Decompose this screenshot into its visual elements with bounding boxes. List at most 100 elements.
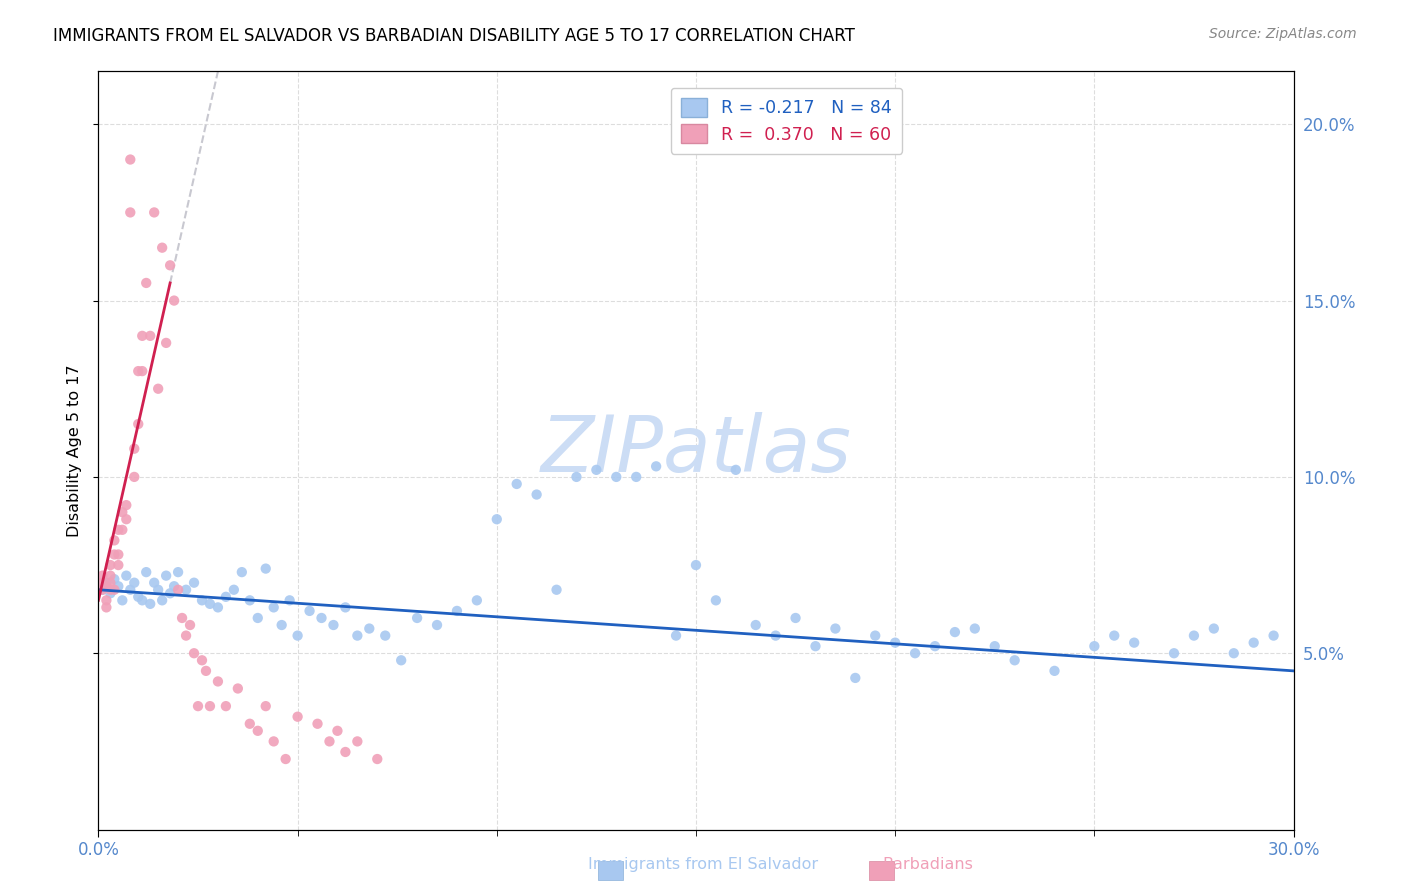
- Point: [120, 205, 142, 219]
- Point: [159, 586, 181, 600]
- Point: [98, 558, 122, 572]
- Point: [174, 629, 197, 643]
- Point: [191, 653, 214, 667]
- Point: [278, 593, 301, 607]
- Point: [884, 635, 907, 649]
- Point: [111, 593, 134, 607]
- Point: [346, 734, 368, 748]
- Point: [127, 590, 149, 604]
- Point: [389, 653, 412, 667]
- Point: [174, 582, 197, 597]
- Point: [485, 512, 508, 526]
- Point: [96, 575, 118, 590]
- Text: ZIPatlas: ZIPatlas: [540, 412, 852, 489]
- Point: [167, 565, 190, 579]
- Point: [163, 293, 186, 308]
- Point: [804, 639, 827, 653]
- Point: [207, 674, 229, 689]
- Point: [1223, 646, 1246, 660]
- Point: [565, 470, 588, 484]
- Point: [198, 699, 221, 714]
- Point: [131, 364, 153, 378]
- Point: [96, 600, 118, 615]
- Point: [107, 558, 129, 572]
- Point: [195, 664, 218, 678]
- Point: [346, 629, 368, 643]
- Point: [96, 579, 118, 593]
- Point: [287, 709, 309, 723]
- Point: [91, 582, 114, 597]
- Point: [107, 548, 129, 562]
- Point: [745, 618, 768, 632]
- Point: [98, 575, 122, 590]
- Point: [865, 629, 887, 643]
- Point: [924, 639, 946, 653]
- Point: [824, 622, 846, 636]
- Point: [785, 611, 807, 625]
- Point: [446, 604, 468, 618]
- Point: [359, 622, 381, 636]
- Point: [215, 590, 238, 604]
- Text: Barbadians: Barbadians: [883, 857, 973, 872]
- Point: [183, 646, 205, 660]
- Point: [1123, 635, 1146, 649]
- Point: [765, 629, 787, 643]
- Point: [231, 565, 253, 579]
- Point: [150, 241, 173, 255]
- Point: [263, 734, 285, 748]
- Point: [1043, 664, 1066, 678]
- Point: [222, 582, 245, 597]
- Point: [335, 745, 357, 759]
- Point: [163, 579, 186, 593]
- Point: [111, 523, 134, 537]
- Point: [91, 575, 114, 590]
- Point: [191, 593, 214, 607]
- Point: [148, 382, 170, 396]
- Point: [307, 716, 329, 731]
- Text: Source: ZipAtlas.com: Source: ZipAtlas.com: [1209, 27, 1357, 41]
- Point: [150, 593, 173, 607]
- Point: [124, 470, 146, 484]
- Point: [585, 463, 607, 477]
- Point: [167, 582, 190, 597]
- Point: [326, 723, 349, 738]
- Point: [91, 568, 114, 582]
- Point: [120, 153, 142, 167]
- Point: [215, 699, 238, 714]
- Text: Immigrants from El Salvador: Immigrants from El Salvador: [588, 857, 818, 872]
- Point: [254, 699, 277, 714]
- Point: [274, 752, 297, 766]
- Point: [1182, 629, 1205, 643]
- Point: [246, 723, 269, 738]
- Point: [465, 593, 488, 607]
- Point: [1083, 639, 1105, 653]
- Point: [207, 600, 229, 615]
- Point: [665, 629, 688, 643]
- Point: [98, 586, 122, 600]
- Point: [239, 716, 262, 731]
- Point: [179, 618, 201, 632]
- Point: [254, 561, 277, 575]
- Point: [111, 505, 134, 519]
- Point: [506, 477, 529, 491]
- Point: [131, 329, 153, 343]
- Point: [131, 593, 153, 607]
- Point: [120, 582, 142, 597]
- Point: [1104, 629, 1126, 643]
- Point: [115, 568, 138, 582]
- Point: [91, 582, 114, 597]
- Point: [124, 575, 146, 590]
- Point: [287, 629, 309, 643]
- Point: [318, 734, 340, 748]
- Legend: R = -0.217   N = 84, R =  0.370   N = 60: R = -0.217 N = 84, R = 0.370 N = 60: [671, 87, 903, 154]
- Point: [526, 487, 548, 501]
- Point: [127, 417, 149, 431]
- Point: [124, 442, 146, 456]
- Point: [724, 463, 747, 477]
- Point: [96, 593, 118, 607]
- Point: [143, 205, 166, 219]
- Point: [298, 604, 321, 618]
- Point: [187, 699, 209, 714]
- Point: [374, 629, 396, 643]
- Point: [322, 618, 344, 632]
